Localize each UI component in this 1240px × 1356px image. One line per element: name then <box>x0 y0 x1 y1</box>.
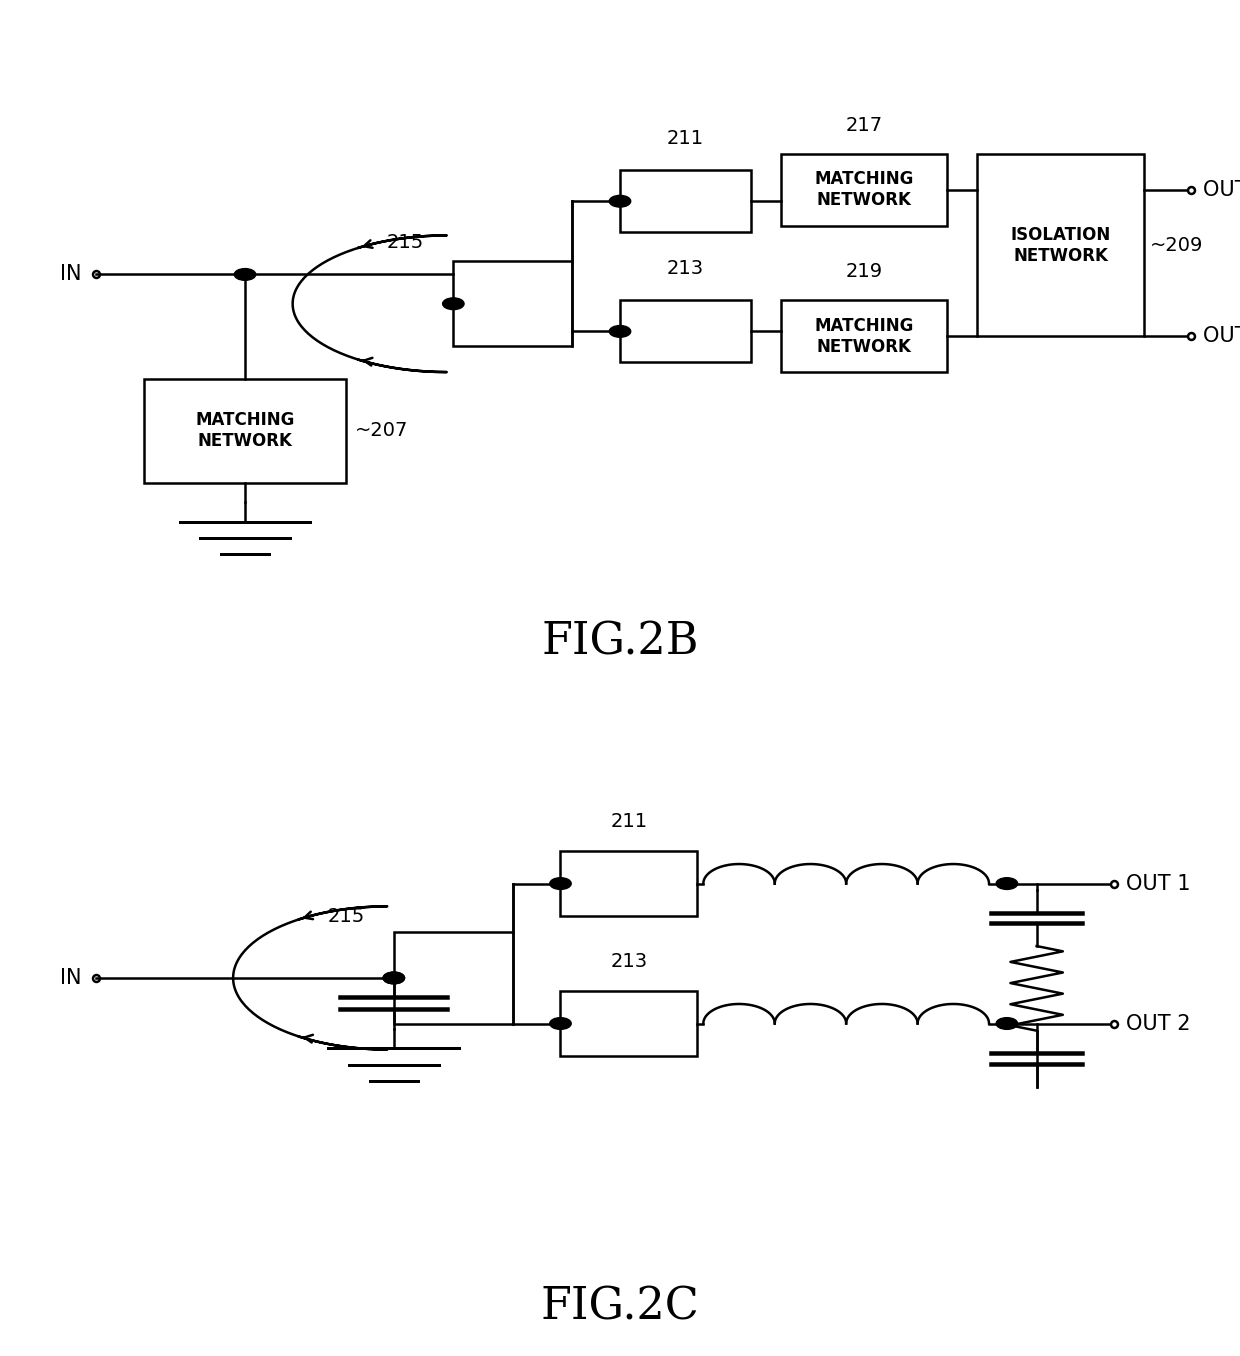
Circle shape <box>609 325 631 338</box>
Circle shape <box>996 1017 1018 1029</box>
Circle shape <box>549 1017 572 1029</box>
Circle shape <box>996 877 1018 890</box>
Text: 211: 211 <box>610 812 647 831</box>
Bar <box>977 155 1143 336</box>
Text: MATCHING
NETWORK: MATCHING NETWORK <box>815 317 914 355</box>
Text: OUT 2: OUT 2 <box>1126 1013 1190 1033</box>
Text: FIG.2C: FIG.2C <box>541 1285 699 1329</box>
Bar <box>781 301 947 372</box>
Bar <box>394 933 513 1024</box>
Text: 217: 217 <box>846 115 883 134</box>
Text: OUT 2: OUT 2 <box>1203 327 1240 346</box>
Bar <box>781 155 947 225</box>
Text: MATCHING
NETWORK: MATCHING NETWORK <box>196 411 295 450</box>
Text: 219: 219 <box>846 262 883 281</box>
Bar <box>620 171 751 232</box>
Text: 215: 215 <box>327 907 365 926</box>
Text: MATCHING
NETWORK: MATCHING NETWORK <box>815 171 914 209</box>
Text: 213: 213 <box>610 952 647 971</box>
Text: 215: 215 <box>387 233 424 252</box>
Text: ISOLATION
NETWORK: ISOLATION NETWORK <box>1011 225 1111 264</box>
Circle shape <box>234 268 255 281</box>
Text: FIG.2B: FIG.2B <box>541 621 699 664</box>
Text: OUT 1: OUT 1 <box>1203 180 1240 199</box>
Text: 211: 211 <box>667 129 704 148</box>
Circle shape <box>383 972 404 984</box>
Circle shape <box>609 195 631 207</box>
Text: ~209: ~209 <box>1149 236 1203 255</box>
Text: ~207: ~207 <box>355 422 408 441</box>
Circle shape <box>383 972 404 984</box>
Text: IN: IN <box>61 968 82 989</box>
Bar <box>454 262 573 346</box>
Text: OUT 1: OUT 1 <box>1126 873 1190 894</box>
Bar <box>560 852 697 917</box>
Bar <box>620 301 751 362</box>
Bar <box>144 378 346 483</box>
Circle shape <box>443 298 464 309</box>
Text: IN: IN <box>61 264 82 285</box>
Bar <box>560 991 697 1056</box>
Circle shape <box>549 877 572 890</box>
Text: 213: 213 <box>667 259 704 278</box>
